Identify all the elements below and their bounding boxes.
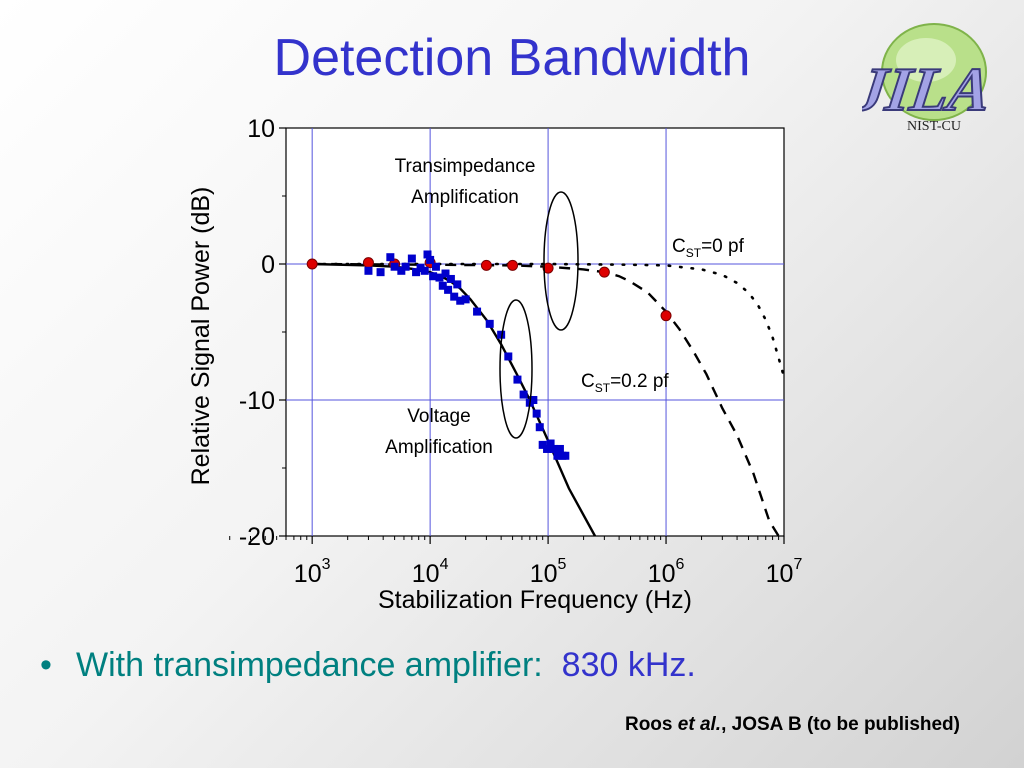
red-data-point xyxy=(507,259,519,271)
blue-data-point xyxy=(407,254,416,263)
y-tick-label: 10 xyxy=(247,115,275,143)
blue-data-point xyxy=(431,262,440,271)
blue-data-point xyxy=(423,250,432,259)
blue-data-point xyxy=(390,262,399,271)
blue-data-point xyxy=(412,268,421,277)
blue-data-point xyxy=(429,272,438,281)
blue-data-point xyxy=(444,285,453,294)
red-data-point xyxy=(660,310,672,322)
logo-jila-text: JILA xyxy=(862,55,995,124)
dashed-fit-curve xyxy=(312,262,780,537)
grid-lines xyxy=(286,128,784,536)
red-data-point xyxy=(480,259,492,271)
citation-etal: et al. xyxy=(677,714,722,735)
blue-data-point xyxy=(549,444,558,453)
annotation-transimpedance-2: Amplification xyxy=(411,187,519,208)
blue-data-point xyxy=(538,440,547,449)
x-tick-label: 107 xyxy=(766,556,803,588)
transimpedance-ellipse xyxy=(543,191,579,331)
logo-subtext: NIST-CU xyxy=(907,119,961,134)
blue-data-point xyxy=(561,451,570,460)
blue-data-point xyxy=(546,439,555,448)
plot-area xyxy=(285,127,785,537)
blue-data-point xyxy=(485,319,494,328)
red-data-point xyxy=(362,257,374,269)
blue-data-point xyxy=(535,423,544,432)
blue-data-point xyxy=(450,292,459,301)
blue-data-point xyxy=(532,409,541,418)
axis-ticks: 10 0 -10 -20 103 104 105 106 107 xyxy=(229,115,803,588)
blue-data-point xyxy=(416,264,425,273)
citation-author: Roos xyxy=(624,714,678,735)
blue-data-point xyxy=(426,255,435,264)
x-axis-title: Stabilization Frequency (Hz) xyxy=(378,586,692,614)
blue-data-point xyxy=(461,295,470,304)
blue-data-point xyxy=(497,330,506,339)
y-axis-title: Relative Signal Power (dB) xyxy=(187,187,215,486)
blue-data-point xyxy=(543,444,552,453)
red-data-point xyxy=(598,266,610,278)
y-tick-label: -20 xyxy=(239,523,275,551)
bullet-value: 830 kHz. xyxy=(561,646,696,684)
blue-data-point xyxy=(446,274,455,283)
y-tick-label: 0 xyxy=(261,251,275,279)
citation: Roos et al., JOSA B (to be published) xyxy=(625,714,960,736)
voltage-ellipse xyxy=(499,299,533,439)
blue-data-point xyxy=(555,444,564,453)
bullet-item: • With transimpedance amplifier: 830 kHz. xyxy=(40,646,696,685)
red-data-point xyxy=(542,262,554,274)
x-tick-label: 103 xyxy=(294,556,331,588)
blue-data-point xyxy=(401,262,410,271)
dotted-fit-curve xyxy=(310,262,786,379)
blue-data-point xyxy=(519,390,528,399)
annotation-cst-02: CST=0.2 pf xyxy=(581,371,669,395)
blue-data-point xyxy=(376,268,385,277)
jila-logo: JILA NIST-CU xyxy=(862,23,996,134)
annotation-cst-0: CST=0 pf xyxy=(672,236,745,260)
data-points xyxy=(306,250,672,460)
blue-data-point xyxy=(420,266,429,275)
citation-rest: , JOSA B (to be published) xyxy=(721,714,960,735)
x-tick-label: 106 xyxy=(648,556,685,588)
x-tick-label: 105 xyxy=(530,556,567,588)
red-data-point xyxy=(306,258,318,270)
y-tick-label: -10 xyxy=(239,387,275,415)
blue-data-point xyxy=(504,352,513,361)
blue-data-point xyxy=(441,269,450,278)
blue-data-point xyxy=(553,451,562,460)
blue-data-point xyxy=(386,253,395,262)
blue-data-point xyxy=(453,280,462,289)
blue-data-point xyxy=(438,281,447,290)
blue-data-point xyxy=(435,273,444,282)
x-tick-label: 104 xyxy=(412,556,449,588)
annotation-transimpedance-1: Transimpedance xyxy=(395,156,536,177)
blue-data-point xyxy=(456,296,465,305)
blue-data-point xyxy=(473,307,482,316)
bullet-marker: • xyxy=(40,646,52,684)
bullet-text: With transimpedance amplifier: xyxy=(76,646,543,684)
blue-data-point xyxy=(529,396,538,404)
blue-data-point xyxy=(364,266,373,275)
annotation-voltage-2: Amplification xyxy=(385,437,493,458)
blue-data-point xyxy=(513,375,522,384)
slide-title: Detection Bandwidth xyxy=(273,29,751,87)
annotation-voltage-1: Voltage xyxy=(407,406,470,427)
blue-data-point xyxy=(397,266,406,275)
